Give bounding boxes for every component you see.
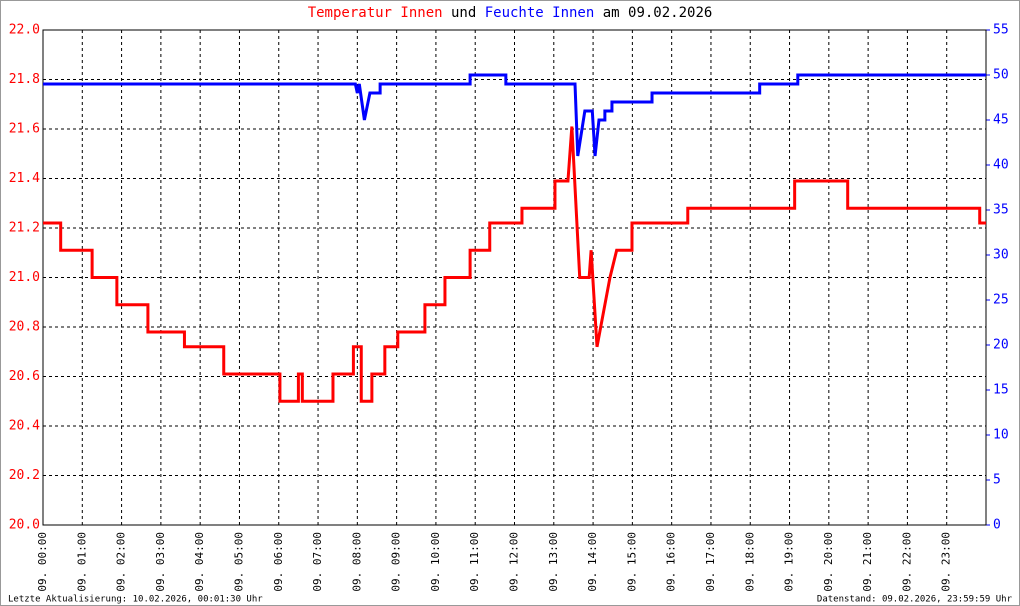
x-tick-label: 09. 19:00	[783, 532, 796, 592]
y-tick-label: 21.6	[9, 122, 40, 137]
x-tick-label: 09. 14:00	[586, 532, 599, 592]
x-tick-label: 09. 03:00	[154, 532, 167, 592]
y2-tick-label: 20	[993, 338, 1009, 353]
y-tick-label: 21.2	[9, 221, 40, 236]
y-tick-label: 20.0	[9, 518, 40, 533]
x-tick-label: 09. 04:00	[193, 532, 206, 592]
y-tick-label: 22.0	[9, 23, 40, 38]
series-line	[43, 126, 986, 403]
x-tick-label: 09. 01:00	[75, 532, 88, 592]
y2-tick-label: 25	[993, 293, 1009, 308]
x-tick-label: 09. 22:00	[900, 532, 913, 592]
x-tick-label: 09. 12:00	[508, 532, 521, 592]
footer-left: Letzte Aktualisierung: 10.02.2026, 00:01…	[8, 595, 263, 605]
chart-title: Temperatur Innen und Feuchte Innen am 09…	[308, 5, 713, 21]
footer-right: Datenstand: 09.02.2026, 23:59:59 Uhr	[817, 595, 1013, 605]
y-tick-label: 20.4	[9, 419, 40, 434]
x-tick-label: 09. 20:00	[822, 532, 835, 592]
y-tick-label: 20.6	[9, 369, 40, 384]
x-tick-label: 09. 00:00	[36, 532, 49, 592]
y2-tick-label: 55	[993, 23, 1009, 38]
y-tick-label: 21.0	[9, 270, 40, 285]
x-tick-label: 09. 16:00	[665, 532, 678, 592]
y2-tick-label: 35	[993, 203, 1009, 218]
title-series-2: Feuchte Innen	[485, 5, 595, 21]
x-tick-label: 09. 10:00	[429, 532, 442, 592]
x-tick-label: 09. 11:00	[468, 532, 481, 592]
x-tick-label: 09. 13:00	[547, 532, 560, 592]
y2-tick-label: 5	[993, 473, 1001, 488]
y-tick-label: 21.4	[9, 171, 40, 186]
x-tick-label: 09. 05:00	[232, 532, 245, 592]
y-tick-label: 20.8	[9, 320, 40, 335]
y-tick-label: 21.8	[9, 72, 40, 87]
x-tick-label: 09. 21:00	[861, 532, 874, 592]
title-series-1: Temperatur Innen	[308, 5, 443, 21]
title-joiner: und	[451, 5, 476, 21]
x-tick-label: 09. 09:00	[390, 532, 403, 592]
series-line	[43, 73, 986, 157]
y2-tick-label: 45	[993, 113, 1009, 128]
y2-tick-label: 30	[993, 248, 1009, 263]
y2-tick-label: 0	[993, 518, 1001, 533]
x-tick-label: 09. 17:00	[704, 532, 717, 592]
x-tick-label: 09. 07:00	[311, 532, 324, 592]
y2-tick-label: 15	[993, 383, 1009, 398]
x-tick-label: 09. 08:00	[350, 532, 363, 592]
y2-tick-label: 10	[993, 428, 1009, 443]
y-tick-label: 20.2	[9, 468, 40, 483]
title-suffix: am 09.02.2026	[603, 5, 713, 21]
x-tick-label: 09. 06:00	[272, 532, 285, 592]
y2-tick-label: 50	[993, 68, 1009, 83]
x-tick-label: 09. 23:00	[940, 532, 953, 592]
plot-border	[42, 29, 987, 526]
x-tick-label: 09. 15:00	[625, 532, 638, 592]
x-tick-label: 09. 02:00	[115, 532, 128, 592]
y2-tick-label: 40	[993, 158, 1009, 173]
x-tick-label: 09. 18:00	[743, 532, 756, 592]
